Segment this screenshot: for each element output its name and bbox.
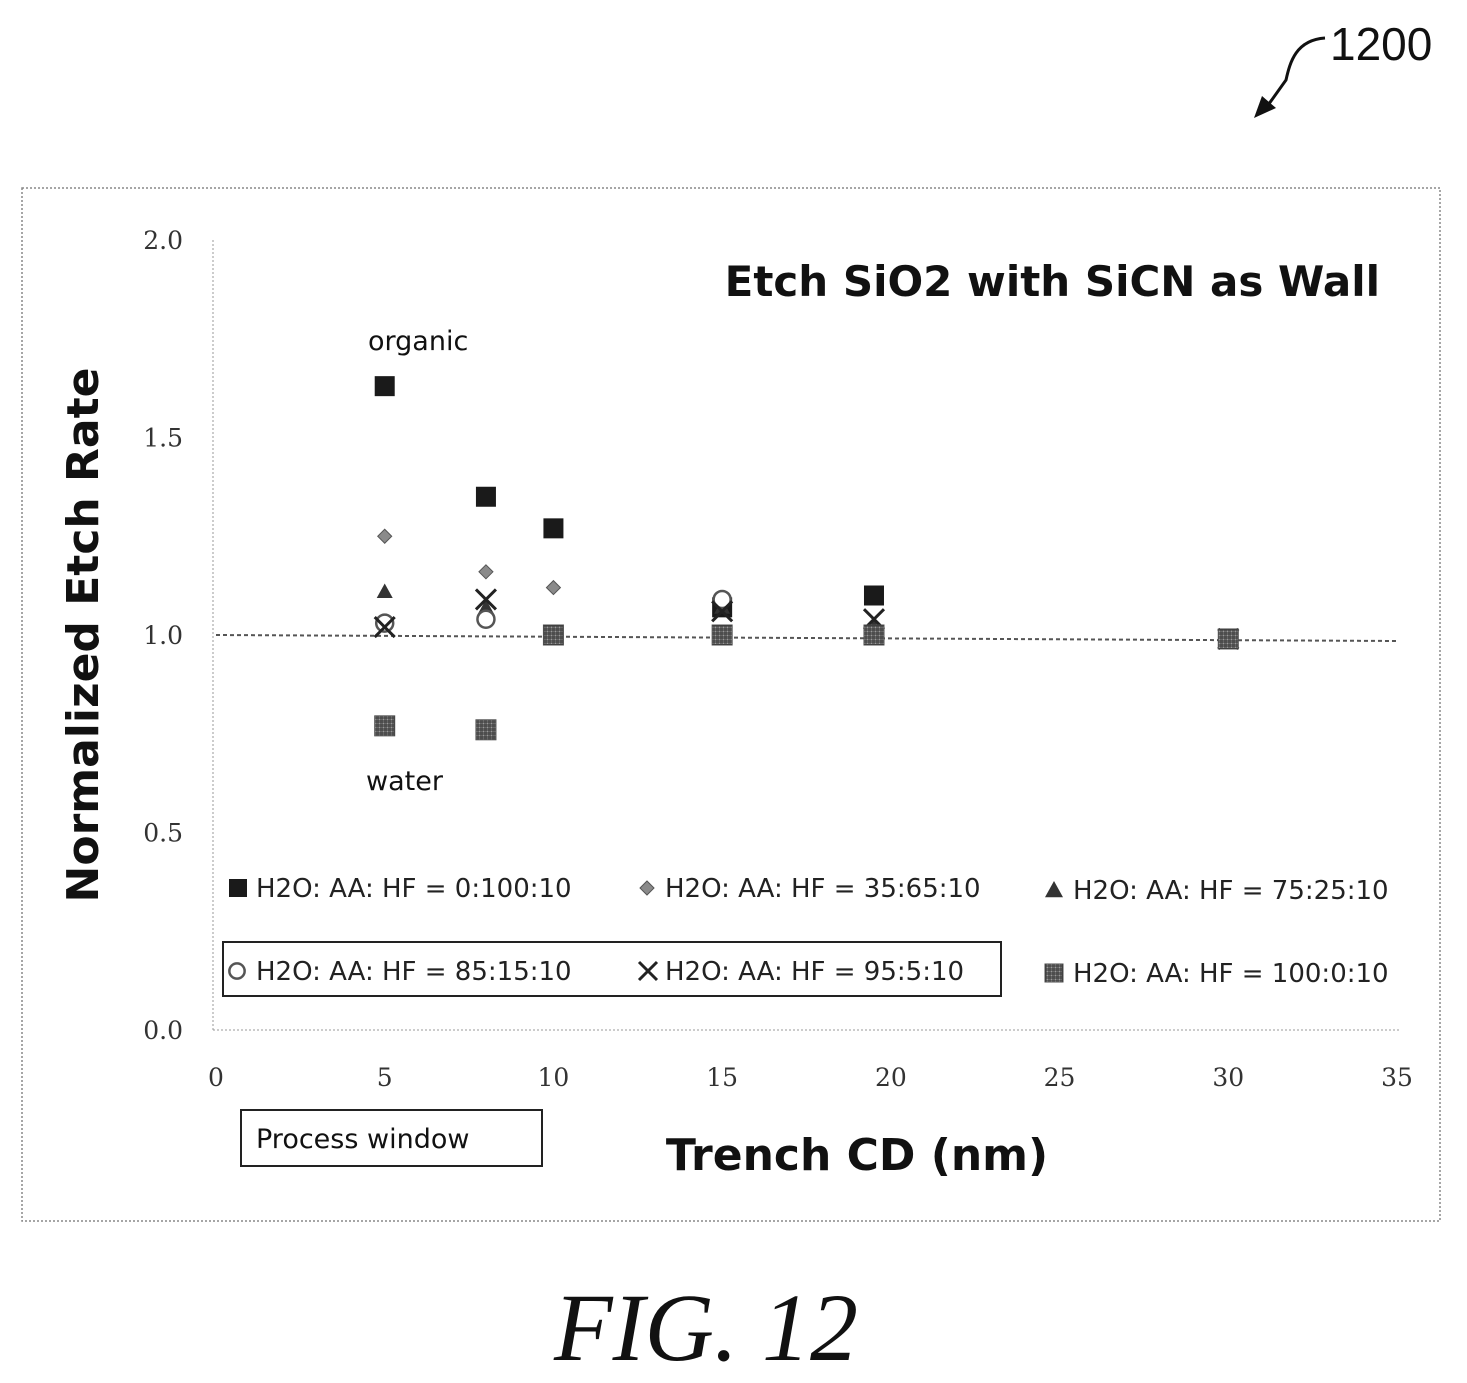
legend-entry: H2O: AA: HF = 0:100:10 <box>256 874 572 904</box>
x-tick-label: 25 <box>1044 1063 1076 1092</box>
data-point <box>542 624 564 646</box>
chart-title: Etch SiO2 with SiCN as Wall <box>725 257 1380 306</box>
process-window-label: Process window <box>256 1124 469 1155</box>
x-axis-label: Trench CD (nm) <box>666 1130 1048 1181</box>
data-point <box>373 616 396 639</box>
data-point <box>863 624 885 646</box>
x-tick-label: 20 <box>875 1063 907 1092</box>
legend-marker <box>229 879 247 897</box>
data-point <box>374 715 396 737</box>
data-point <box>478 564 494 580</box>
y-axis-label: Normalized Etch Rate <box>58 368 109 903</box>
reference-arrow <box>1264 36 1326 109</box>
data-point <box>377 528 393 544</box>
legend-entry: H2O: AA: HF = 85:15:10 <box>256 957 572 987</box>
reference-line <box>215 634 1398 642</box>
data-point <box>475 486 496 507</box>
legend-marker <box>1045 881 1063 898</box>
legend-highlight-box <box>222 941 1002 997</box>
data-point <box>1217 628 1239 650</box>
reference-number: 1200 <box>1330 18 1432 70</box>
legend-entry: H2O: AA: HF = 95:5:10 <box>665 957 964 987</box>
x-tick-label: 15 <box>706 1063 738 1092</box>
reference-arrowhead <box>1254 96 1276 118</box>
process-window-box <box>240 1109 543 1167</box>
x-tick-label: 10 <box>538 1063 570 1092</box>
y-tick-label: 1.5 <box>143 424 183 453</box>
legend-entry: H2O: AA: HF = 35:65:10 <box>665 874 981 904</box>
legend-marker <box>228 962 246 980</box>
x-tick-label: 0 <box>208 1063 224 1092</box>
y-tick-label: 2.0 <box>143 226 183 255</box>
data-point <box>711 624 733 646</box>
legend-entry: H2O: AA: HF = 100:0:10 <box>1073 959 1389 989</box>
legend-marker <box>637 960 659 982</box>
chart-frame <box>21 187 1441 1222</box>
data-point <box>474 588 498 611</box>
y-tick-label: 1.0 <box>143 621 183 650</box>
data-point <box>475 719 497 741</box>
x-tick-label: 35 <box>1381 1063 1413 1092</box>
y-tick-label: 0.5 <box>143 819 183 848</box>
data-point <box>545 579 562 596</box>
y-tick-label: 0.0 <box>143 1016 183 1045</box>
annotation-water: water <box>366 766 444 797</box>
annotation-organic: organic <box>368 326 468 357</box>
data-point <box>711 600 734 623</box>
data-point <box>543 518 564 539</box>
data-point <box>477 599 494 614</box>
data-point <box>712 589 732 610</box>
legend-marker <box>1044 963 1064 983</box>
x-tick-label: 5 <box>377 1063 393 1092</box>
data-point <box>476 609 496 629</box>
legend-marker <box>639 880 655 896</box>
data-point <box>374 376 395 397</box>
x-tick-label: 30 <box>1212 1063 1244 1092</box>
data-point <box>374 613 395 633</box>
data-point <box>863 585 884 606</box>
figure-caption: FIG. 12 <box>553 1274 858 1381</box>
legend-entry: H2O: AA: HF = 75:25:10 <box>1073 876 1389 906</box>
data-point <box>376 583 393 598</box>
